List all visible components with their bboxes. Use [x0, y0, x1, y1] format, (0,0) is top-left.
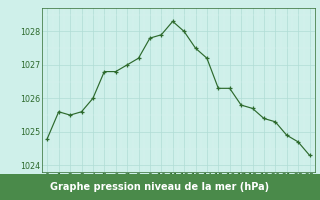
Text: Graphe pression niveau de la mer (hPa): Graphe pression niveau de la mer (hPa) — [51, 182, 269, 192]
